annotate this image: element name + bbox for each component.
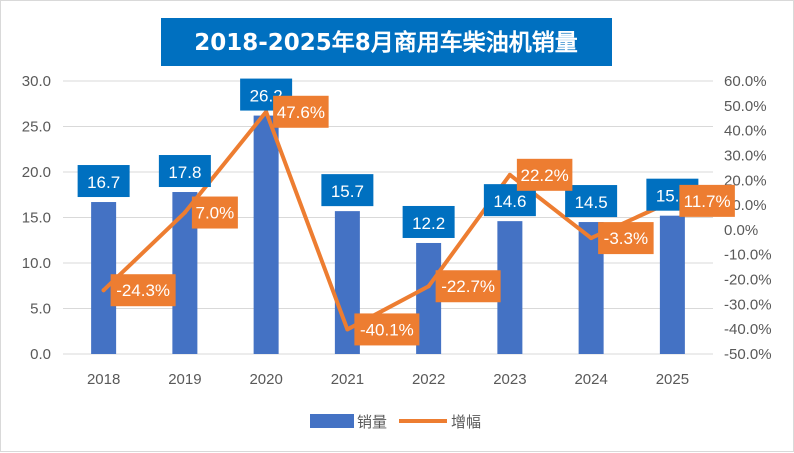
line-data-label: -3.3%: [604, 229, 648, 248]
x-tick-label: 2020: [249, 371, 282, 388]
line-label-box: [273, 95, 329, 128]
y-right-tick-label: -10.0%: [724, 247, 772, 264]
line-point: [345, 327, 350, 332]
bar-data-label: 14.5: [575, 193, 608, 212]
line-point: [101, 288, 106, 293]
bar: [497, 221, 523, 354]
legend-label-growth: 增幅: [451, 413, 481, 431]
line-label-box: [598, 222, 654, 255]
y-left-tick-label: 15.0: [22, 210, 51, 227]
y-right-tick-label: 50.0%: [724, 98, 767, 115]
bar-label-box: [565, 185, 618, 218]
line-point: [182, 210, 187, 215]
y-right-tick-label: 0.0%: [724, 222, 758, 239]
bar-label-box: [321, 174, 374, 207]
x-tick-label: 2024: [574, 371, 607, 388]
legend-swatch-bar: [310, 414, 354, 428]
bar-label-box: [77, 165, 130, 198]
x-tick-label: 2018: [87, 371, 120, 388]
bar-data-label: 12.2: [412, 214, 445, 233]
line-data-label: -24.3%: [116, 281, 170, 300]
x-tick-label: 2019: [168, 371, 201, 388]
bar: [253, 115, 279, 354]
y-right-tick-label: 30.0%: [724, 147, 767, 164]
bar: [659, 215, 685, 354]
y-right-tick-label: -50.0%: [724, 346, 772, 363]
line-data-label: -22.7%: [441, 277, 495, 296]
legend-label-sales: 销量: [357, 413, 387, 431]
title-box: [161, 18, 612, 66]
line-label-box: [679, 184, 735, 217]
line-label-box: [516, 158, 573, 191]
bar-label-box: [402, 205, 455, 238]
line-data-label: -40.1%: [360, 320, 414, 339]
line-data-label: 22.2%: [521, 166, 569, 185]
line-point: [507, 172, 512, 177]
y-right-tick-label: 60.0%: [724, 73, 767, 90]
y-left-tick-label: 30.0: [22, 73, 51, 90]
y-right-tick-label: 40.0%: [724, 123, 767, 140]
bar-label-box: [158, 155, 211, 188]
x-tick-label: 2021: [331, 371, 364, 388]
y-left-tick-label: 25.0: [22, 119, 51, 136]
growth-line: [101, 109, 675, 332]
y-right-tick-label: -30.0%: [724, 296, 772, 313]
line-data-label: 7.0%: [196, 204, 235, 223]
x-tick-label: 2025: [656, 371, 689, 388]
y-right-tick-label: -40.0%: [724, 321, 772, 338]
line-point: [426, 284, 431, 289]
bar-data-label: 16.7: [87, 173, 120, 192]
bar-data-label: 14.6: [493, 192, 526, 211]
bar-data-label: 17.8: [168, 163, 201, 182]
line-data-label: 47.6%: [277, 103, 325, 122]
y-left-tick-label: 5.0: [30, 301, 51, 318]
y-left-tick-label: 20.0: [22, 164, 51, 181]
bar-data-label: 15.7: [331, 182, 364, 201]
line-label-box: [435, 270, 501, 303]
x-tick-label: 2022: [412, 371, 445, 388]
line-label-box: [354, 313, 420, 346]
line-data-label: 11.7%: [684, 192, 731, 211]
y-left-tick-label: 10.0: [22, 255, 51, 272]
chart-title: 2018-2025年8月商用车柴油机销量: [194, 29, 578, 56]
y-left-tick-label: 0.0: [30, 346, 51, 363]
line-label-box: [110, 274, 176, 307]
line-point: [589, 236, 594, 241]
line-point: [264, 109, 269, 114]
y-right-tick-label: -20.0%: [724, 272, 772, 289]
x-tick-label: 2023: [493, 371, 526, 388]
line-label-box: [191, 196, 238, 229]
